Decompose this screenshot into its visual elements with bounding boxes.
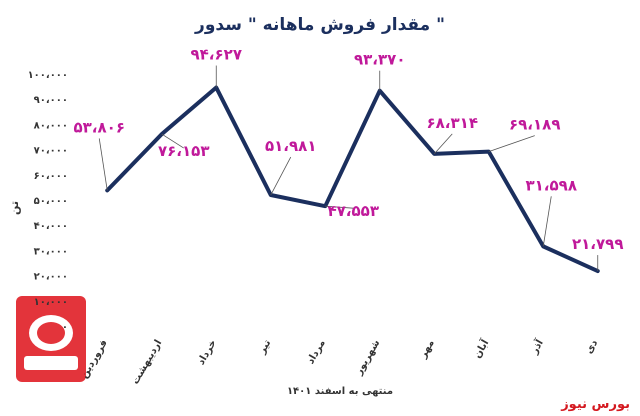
label-leader-line	[433, 133, 453, 155]
y-tick-label: ۱۰،۰۰۰	[34, 297, 68, 308]
x-axis: فروردین اردیبهشت خرداد تیر مرداد شهریور مهر آبا…	[79, 337, 600, 387]
data-labels: ۵۳،۸۰۶ ۷۶،۱۵۳ ۹۴،۶۲۷ ۵۱،۹۸۱ ۴۷،۵۵۳ ۹۳،۳۷۰ ۶۸،۳…	[74, 46, 623, 272]
y-tick-label: ۷۰،۰۰۰	[34, 146, 68, 157]
data-label: ۴۷،۵۵۳	[328, 202, 379, 220]
data-label: ۳۱،۵۹۸	[526, 176, 577, 194]
data-label: ۹۳،۳۷۰	[354, 51, 405, 69]
x-tick-label: تیر	[256, 338, 273, 357]
data-label: ۲۱،۷۹۹	[572, 235, 623, 253]
x-tick-label: دی	[584, 338, 601, 356]
y-tick-label: ۹۰،۰۰۰	[34, 95, 68, 106]
x-tick-label: خرداد	[196, 338, 219, 367]
x-axis-title: منتهی به اسفند ۱۴۰۱	[287, 386, 393, 397]
y-tick-label: ۴۰،۰۰۰	[34, 221, 68, 232]
watermark-logo	[16, 296, 86, 382]
label-leader-line	[488, 135, 535, 153]
y-tick-label: ۲۰،۰۰۰	[34, 272, 68, 283]
y-tick-label: ۵۰،۰۰۰	[34, 196, 68, 207]
y-tick-label: ۸۰،۰۰۰	[34, 120, 68, 131]
data-label: ۷۶،۱۵۳	[158, 142, 209, 160]
label-leader-line	[161, 133, 184, 149]
x-tick-label: اردیبهشت	[130, 338, 164, 386]
chart-title: مقدار فروش ماهانه " سدور "	[194, 15, 445, 35]
label-leader-line	[325, 205, 354, 209]
data-label: ۶۹،۱۸۹	[509, 116, 560, 134]
data-label: ۵۳،۸۰۶	[74, 118, 125, 136]
brand-name: بورس نیوز	[561, 397, 630, 412]
x-tick-label: آذر	[527, 337, 546, 357]
data-label: ۹۴،۶۲۷	[191, 46, 242, 64]
series-line	[105, 85, 600, 274]
x-tick-label: مهر	[417, 338, 437, 361]
y-tick-label: ۰	[62, 322, 68, 333]
data-label: ۶۸،۳۱۴	[427, 114, 478, 132]
y-axis: ۰ ۱۰،۰۰۰ ۲۰،۰۰۰ ۳۰،۰۰۰ ۴۰،۰۰۰ ۵۰،۰۰۰ ۶۰،۰۰۰ ۷۰،…	[28, 70, 68, 333]
y-axis-title: تن	[8, 201, 21, 215]
x-tick-label: مرداد	[305, 338, 328, 366]
y-tick-label: ۳۰،۰۰۰	[34, 246, 68, 257]
data-label: ۵۱،۹۸۱	[265, 137, 316, 155]
y-tick-label: ۶۰،۰۰۰	[34, 171, 68, 182]
y-tick-label: ۱۰۰،۰۰۰	[28, 70, 68, 81]
label-leader-line	[270, 156, 292, 196]
x-tick-label: آبان	[470, 337, 491, 361]
label-leader-line	[98, 138, 108, 191]
x-tick-label: شهریور	[353, 338, 382, 378]
label-leader-line	[542, 196, 552, 247]
